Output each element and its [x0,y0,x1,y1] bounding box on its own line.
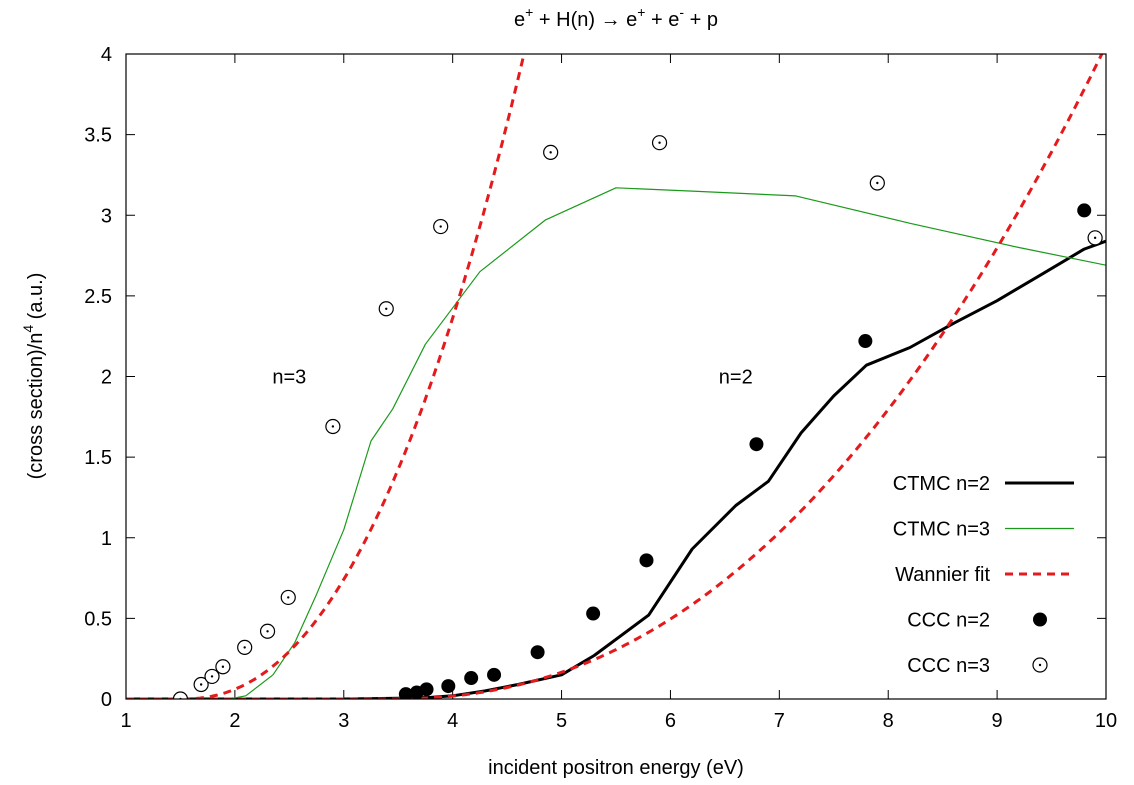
x-tick-label: 4 [447,710,458,732]
point-ccc-n-3 [204,668,220,685]
y-tick-label: 2.5 [84,286,112,308]
point-dot [210,675,214,678]
series-layer [126,54,1106,699]
point-dot [658,141,661,144]
title-part-4: + p [684,9,718,31]
point-ccc-n-2 [441,679,456,694]
y-tick-label: 3 [101,205,112,227]
annotation-label: n=3 [272,367,306,389]
legend-swatch-ccc-n-3 [1032,657,1048,673]
x-tick-label: 1 [120,710,131,732]
point-dot [243,646,246,649]
chart-title: e+ + H(n) → e+ + e- + p [514,4,718,31]
legend-label-ctmc-n-2: CTMC n=2 [893,473,990,495]
y-tick-label: 1 [101,528,112,550]
point-dot [199,683,203,686]
title-sup-2: + [637,4,645,20]
plot-frame [125,53,1107,700]
point-ccc-n-3 [433,218,449,235]
y-axis-label-sup: 4 [20,325,36,333]
point-ccc-n-2 [1077,203,1092,218]
point-dot [1093,236,1097,240]
legend-label-ccc-n-3: CCC n=3 [907,655,990,677]
point-ccc-n-2 [464,671,479,686]
x-tick-label: 2 [229,710,240,732]
annotations: n=3 n=2 [272,367,752,389]
point-ccc-n-3 [651,135,668,151]
point-ccc-n-3 [215,659,231,675]
point-dot [549,151,552,154]
point-ring [172,691,189,699]
point-dot [385,307,388,310]
y-axis-label: (cross section)/n4 (a.u.) [20,273,47,480]
point-ccc-n-2 [530,645,545,660]
series-line-wannier-fit-2 [126,54,1104,699]
point-ccc-n-3 [378,301,394,317]
x-tick-label: 5 [556,710,567,732]
x-tick-label: 6 [665,710,676,732]
y-tick-label: 3.5 [84,125,112,147]
point-ccc-n-3 [259,623,276,639]
series-line-wannier-fit-1 [126,54,526,699]
point-ccc-n-3 [237,639,253,656]
point-ccc-n-2 [749,437,764,452]
y-tick-label: 1.5 [84,447,112,469]
title-sup-1: + [525,4,533,20]
legend-label-ccc-n-2: CCC n=2 [907,610,990,632]
point-ccc-n-2 [398,687,413,699]
legend-label-ctmc-n-3: CTMC n=3 [893,519,990,541]
point-dot [876,181,879,185]
point-ccc-n-3 [869,175,885,191]
title-part-3: + e [645,9,679,31]
legend-swatch-ccc-n-2 [1033,612,1047,627]
point-ccc-n-2 [858,334,873,349]
title-sup-3: - [679,4,684,20]
y-tick-label: 4 [101,44,112,66]
y-tick-label: 0 [101,689,112,711]
point-ccc-n-3 [325,418,341,435]
y-axis-label-main: (cross section)/n [25,333,47,480]
x-axis-label: incident positron energy (eV) [488,757,744,779]
y-tick-label: 2 [101,367,112,389]
x-tick-label: 10 [1095,710,1117,732]
point-dot [221,665,225,668]
legend: CTMC n=2 CTMC n=3 Wannier fit CCC n=2 CCC n=… [893,473,1074,677]
y-tick-label: 0.5 [84,608,112,630]
x-tick-label: 7 [774,710,785,732]
point-ccc-n-2 [586,606,601,621]
x-tick-label: 3 [338,710,349,732]
x-tick-label: 8 [883,710,894,732]
point-dot [287,596,290,599]
point-dot [331,425,335,428]
point-ccc-n-2 [639,553,654,568]
annotation-label: n=2 [719,367,753,389]
series-line-ctmc-n-3 [126,187,1106,699]
point-dot [266,630,269,633]
point-ccc-n-3 [1087,230,1103,246]
legend-dot [1038,663,1042,667]
point-ccc-n-3 [543,144,559,160]
point-ccc-n-2 [419,682,434,697]
title-part-2: + H(n) → e [533,9,637,31]
x-tick-label: 9 [992,710,1003,732]
point-ccc-n-3 [280,589,296,606]
legend-label-wannier-fit: Wannier fit [895,564,990,586]
point-ccc-n-2 [487,667,502,682]
title-part-1: e [514,9,525,31]
y-axis-label-tail: (a.u.) [25,273,47,325]
point-dot [439,225,442,228]
point-ccc-n-3 [193,676,209,693]
